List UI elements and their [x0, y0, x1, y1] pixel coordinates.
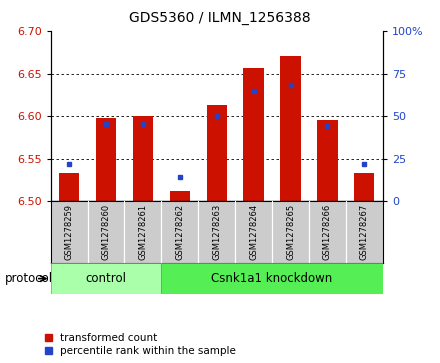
- Bar: [161, 201, 198, 263]
- Text: GSM1278265: GSM1278265: [286, 204, 295, 260]
- Bar: [309, 201, 346, 263]
- Text: GDS5360 / ILMN_1256388: GDS5360 / ILMN_1256388: [129, 11, 311, 25]
- Bar: [133, 116, 153, 201]
- Text: GSM1278267: GSM1278267: [360, 204, 369, 260]
- Bar: [96, 118, 116, 201]
- Bar: [346, 201, 383, 263]
- Text: Csnk1a1 knockdown: Csnk1a1 knockdown: [212, 272, 333, 285]
- Text: GSM1278264: GSM1278264: [249, 204, 258, 260]
- Text: GSM1278266: GSM1278266: [323, 204, 332, 260]
- Text: GSM1278259: GSM1278259: [65, 204, 73, 260]
- Bar: [51, 263, 161, 294]
- Text: protocol: protocol: [4, 272, 52, 285]
- Bar: [280, 56, 301, 201]
- Bar: [125, 201, 161, 263]
- Bar: [272, 201, 309, 263]
- Bar: [243, 68, 264, 201]
- Bar: [88, 201, 125, 263]
- Text: GSM1278261: GSM1278261: [138, 204, 147, 260]
- Bar: [59, 173, 79, 201]
- Bar: [354, 173, 374, 201]
- Text: GSM1278262: GSM1278262: [175, 204, 184, 260]
- Bar: [170, 191, 190, 201]
- Legend: transformed count, percentile rank within the sample: transformed count, percentile rank withi…: [45, 333, 236, 356]
- Bar: [317, 121, 337, 201]
- Bar: [206, 105, 227, 201]
- Text: GSM1278260: GSM1278260: [102, 204, 110, 260]
- Text: GSM1278263: GSM1278263: [212, 204, 221, 260]
- Bar: [161, 263, 383, 294]
- Text: control: control: [85, 272, 126, 285]
- Bar: [235, 201, 272, 263]
- Bar: [51, 201, 88, 263]
- Bar: [198, 201, 235, 263]
